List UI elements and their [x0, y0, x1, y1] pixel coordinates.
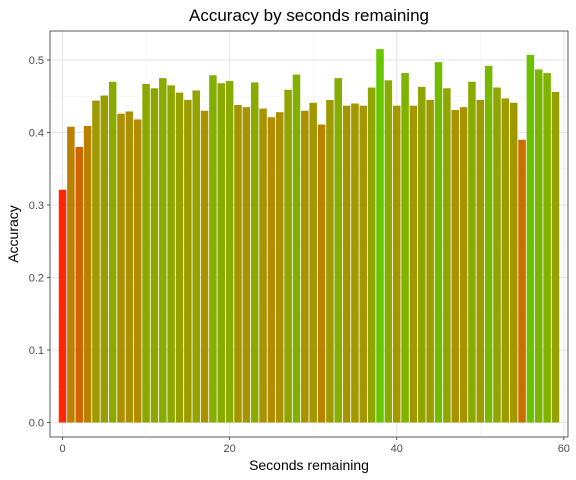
bar	[434, 62, 443, 423]
bar	[108, 81, 117, 423]
bar	[200, 110, 209, 423]
bar	[100, 95, 109, 423]
bar	[292, 74, 301, 423]
bar	[250, 82, 259, 423]
x-tick-label: 20	[224, 443, 236, 455]
bar	[543, 73, 551, 423]
bar	[284, 89, 292, 423]
bar	[326, 99, 334, 423]
bar	[83, 125, 92, 423]
bar	[342, 105, 351, 423]
bar	[209, 75, 217, 423]
y-axis-title: Accuracy	[5, 205, 21, 263]
bar	[259, 108, 267, 423]
bar	[125, 111, 134, 423]
bar	[392, 105, 401, 423]
y-tick-label: 0.3	[29, 200, 44, 212]
y-tick-label: 0.5	[29, 55, 44, 67]
bar	[159, 78, 167, 423]
x-tick-label: 0	[59, 443, 65, 455]
bar	[334, 78, 343, 423]
bar	[351, 103, 359, 423]
bar	[551, 91, 560, 423]
bar	[409, 105, 418, 423]
bar	[443, 88, 451, 423]
bar	[317, 124, 326, 423]
bar	[175, 92, 184, 423]
bar	[367, 87, 376, 423]
bar	[301, 110, 309, 423]
bar	[418, 86, 426, 423]
bar	[526, 54, 535, 423]
bars	[58, 49, 560, 423]
bar	[484, 65, 493, 423]
chart-title: Accuracy by seconds remaining	[189, 6, 429, 25]
bar	[476, 99, 485, 423]
bar	[217, 83, 226, 423]
bar	[167, 85, 175, 423]
bar	[359, 105, 368, 423]
bar	[58, 189, 67, 423]
bar	[384, 80, 393, 423]
x-tick-label: 60	[558, 443, 570, 455]
bar	[267, 117, 276, 423]
bar	[493, 87, 501, 423]
bar	[275, 112, 284, 423]
bar	[518, 139, 526, 423]
bar	[451, 110, 459, 423]
bar	[133, 119, 142, 423]
y-tick-label: 0.1	[29, 345, 44, 357]
bar	[501, 98, 510, 423]
bar	[92, 100, 100, 423]
bar	[234, 104, 242, 423]
y-tick-label: 0.2	[29, 273, 44, 285]
bar	[401, 73, 409, 423]
bar	[309, 102, 317, 423]
bar	[225, 81, 234, 423]
x-axis-title: Seconds remaining	[249, 457, 369, 473]
bar	[242, 107, 251, 423]
bar	[117, 113, 125, 423]
bar	[142, 83, 150, 423]
y-tick-label: 0.0	[29, 418, 44, 430]
panel-border	[49, 30, 569, 438]
x-tick-label: 40	[391, 443, 403, 455]
bar	[459, 107, 468, 423]
bar	[75, 147, 84, 423]
bar	[184, 99, 192, 423]
axis-ticks: 0.0 0.1 0.2 0.3 0.4 0.5 0 20 40 60	[29, 55, 570, 455]
bar	[534, 69, 543, 423]
bar	[376, 49, 384, 423]
bar	[150, 88, 159, 423]
y-tick-label: 0.4	[29, 128, 44, 140]
bar	[192, 90, 200, 423]
bar	[468, 81, 476, 423]
bar	[426, 99, 434, 423]
bar	[509, 102, 518, 423]
bar	[67, 126, 75, 423]
